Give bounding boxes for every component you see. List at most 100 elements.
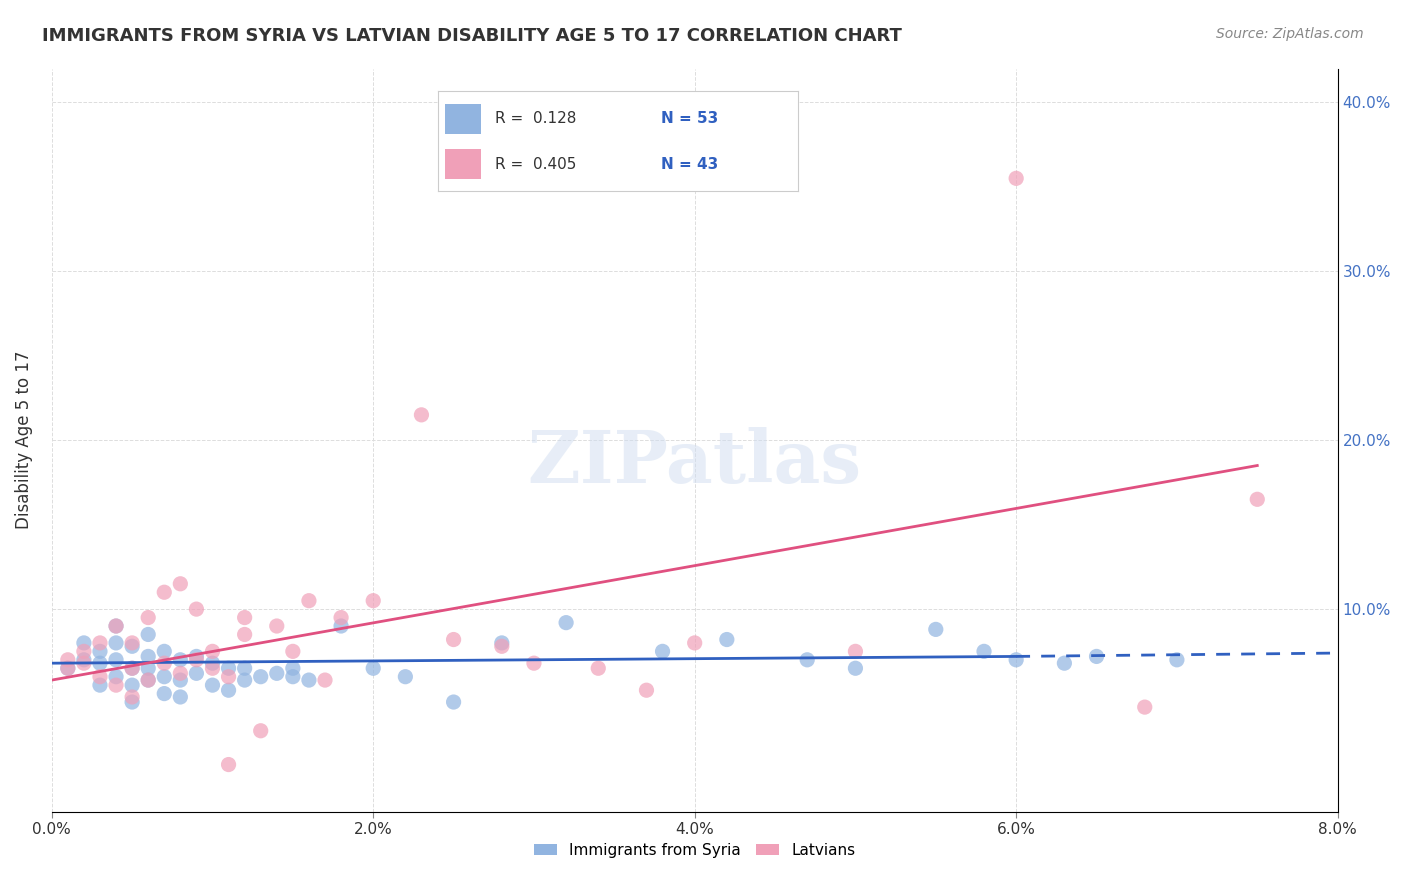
Point (73, 636, 96, 650)
Point (136, 610, 159, 624)
Point (121, 636, 143, 650)
Point (73, 656, 96, 670)
Legend: Immigrants from Syria, Latvians: Immigrants from Syria, Latvians (527, 837, 862, 863)
Point (233, 673, 256, 687)
Point (136, 673, 159, 687)
Y-axis label: Disability Age 5 to 17: Disability Age 5 to 17 (15, 351, 32, 530)
Point (105, 636, 128, 650)
Point (169, 690, 191, 704)
Point (201, 656, 224, 670)
Point (136, 673, 159, 687)
Point (136, 627, 159, 641)
Point (844, 644, 866, 658)
Point (281, 661, 304, 675)
Point (249, 723, 271, 738)
Point (89, 656, 111, 670)
Point (844, 661, 866, 675)
Point (716, 632, 738, 647)
Point (443, 695, 465, 709)
Point (555, 615, 578, 630)
Point (121, 661, 143, 675)
Point (491, 640, 513, 654)
Point (233, 661, 256, 675)
Point (153, 644, 176, 658)
Point (218, 757, 240, 772)
Point (89, 670, 111, 684)
Point (218, 661, 240, 675)
Point (56, 661, 79, 675)
Point (586, 661, 609, 675)
Text: IMMIGRANTS FROM SYRIA VS LATVIAN DISABILITY AGE 5 TO 17 CORRELATION CHART: IMMIGRANTS FROM SYRIA VS LATVIAN DISABIL… (42, 27, 903, 45)
Point (1005, 171, 1028, 186)
Point (266, 666, 288, 681)
Point (186, 602, 208, 616)
Point (121, 661, 143, 675)
Point (1133, 700, 1156, 714)
Point (314, 673, 336, 687)
Point (218, 670, 240, 684)
Point (153, 656, 176, 670)
Point (169, 673, 191, 687)
Point (201, 644, 224, 658)
Point (73, 644, 96, 658)
Point (169, 653, 191, 667)
Point (683, 636, 706, 650)
Point (973, 644, 995, 658)
Point (298, 673, 321, 687)
Point (491, 636, 513, 650)
Point (105, 653, 128, 667)
Point (169, 666, 191, 681)
Point (1053, 656, 1076, 670)
Point (201, 678, 224, 692)
Point (121, 678, 143, 692)
Point (186, 666, 208, 681)
Point (523, 656, 546, 670)
Point (298, 593, 321, 607)
Point (169, 576, 191, 591)
Point (121, 640, 143, 654)
Point (636, 683, 658, 698)
Point (233, 627, 256, 641)
Point (121, 690, 143, 704)
Point (1085, 649, 1108, 664)
Point (266, 619, 288, 633)
Point (136, 661, 159, 675)
Text: Source: ZipAtlas.com: Source: ZipAtlas.com (1216, 27, 1364, 41)
Point (361, 593, 384, 607)
Point (105, 670, 128, 684)
Point (249, 670, 271, 684)
Point (89, 678, 111, 692)
Point (651, 644, 673, 658)
Point (443, 632, 465, 647)
Point (186, 653, 208, 667)
Point (121, 695, 143, 709)
Point (136, 649, 159, 664)
Point (796, 653, 818, 667)
Point (186, 649, 208, 664)
Point (361, 661, 384, 675)
Point (56, 661, 79, 675)
Point (153, 670, 176, 684)
Point (89, 636, 111, 650)
Point (105, 619, 128, 633)
Point (105, 619, 128, 633)
Point (1005, 653, 1028, 667)
Point (281, 670, 304, 684)
Point (330, 610, 353, 624)
Point (411, 408, 433, 422)
Point (201, 661, 224, 675)
Point (394, 670, 416, 684)
Point (281, 644, 304, 658)
Point (56, 653, 79, 667)
Point (218, 683, 240, 698)
Point (925, 623, 948, 637)
Text: ZIPatlas: ZIPatlas (527, 427, 862, 498)
Point (1166, 653, 1188, 667)
Point (105, 678, 128, 692)
Point (233, 610, 256, 624)
Point (89, 644, 111, 658)
Point (153, 585, 176, 599)
Point (153, 687, 176, 701)
Point (73, 653, 96, 667)
Point (1246, 492, 1268, 507)
